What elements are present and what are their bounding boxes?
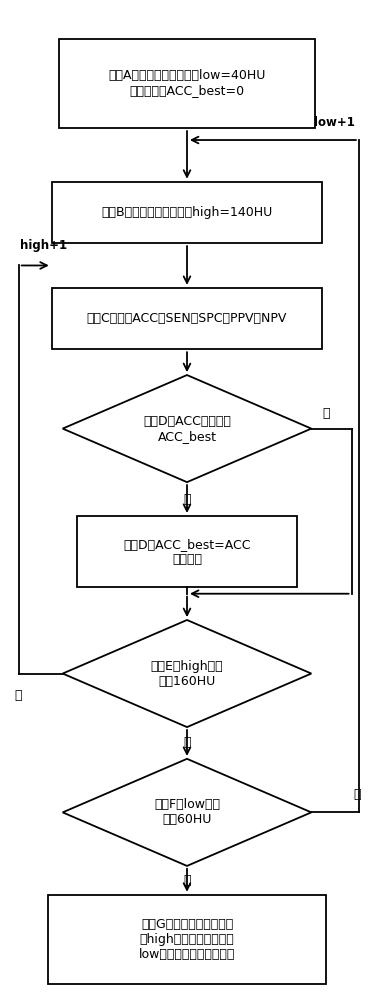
Text: 步骤A：初始化低密度阈值low=40HU
最高准确率ACC_best=0: 步骤A：初始化低密度阈值low=40HU 最高准确率ACC_best=0 <box>108 69 266 97</box>
Text: 步骤G：输出最优高密度阈
值high和最优低密度阈值
low值，优化计算运行结束: 步骤G：输出最优高密度阈 值high和最优低密度阈值 low值，优化计算运行结束 <box>139 918 235 961</box>
Text: 否: 否 <box>353 788 361 801</box>
FancyBboxPatch shape <box>52 288 322 349</box>
Text: 是: 是 <box>183 874 191 887</box>
Text: 否: 否 <box>15 689 22 702</box>
FancyBboxPatch shape <box>52 182 322 243</box>
Text: 步骤D：ACC_best=ACC
记录数据: 步骤D：ACC_best=ACC 记录数据 <box>123 538 251 566</box>
Text: 步骤C：计算ACC、SEN、SPC、PPV和NPV: 步骤C：计算ACC、SEN、SPC、PPV和NPV <box>87 312 287 325</box>
Text: 步骤F：low是否
大于60HU: 步骤F：low是否 大于60HU <box>154 798 220 826</box>
Text: high+1: high+1 <box>20 239 67 252</box>
Polygon shape <box>63 620 311 727</box>
Text: 是: 是 <box>183 736 191 749</box>
Text: low+1: low+1 <box>314 116 355 129</box>
FancyBboxPatch shape <box>48 895 326 984</box>
Polygon shape <box>63 759 311 866</box>
Polygon shape <box>63 375 311 482</box>
Text: 步骤D：ACC是否大于
ACC_best: 步骤D：ACC是否大于 ACC_best <box>143 415 231 443</box>
Text: 步骤E：high是否
大于160HU: 步骤E：high是否 大于160HU <box>151 660 223 688</box>
FancyBboxPatch shape <box>77 516 297 587</box>
Text: 步骤B：初始化高密度阈值high=140HU: 步骤B：初始化高密度阈值high=140HU <box>101 206 273 219</box>
Text: 否: 否 <box>322 407 330 420</box>
FancyBboxPatch shape <box>59 39 315 128</box>
Text: 是: 是 <box>183 493 191 506</box>
